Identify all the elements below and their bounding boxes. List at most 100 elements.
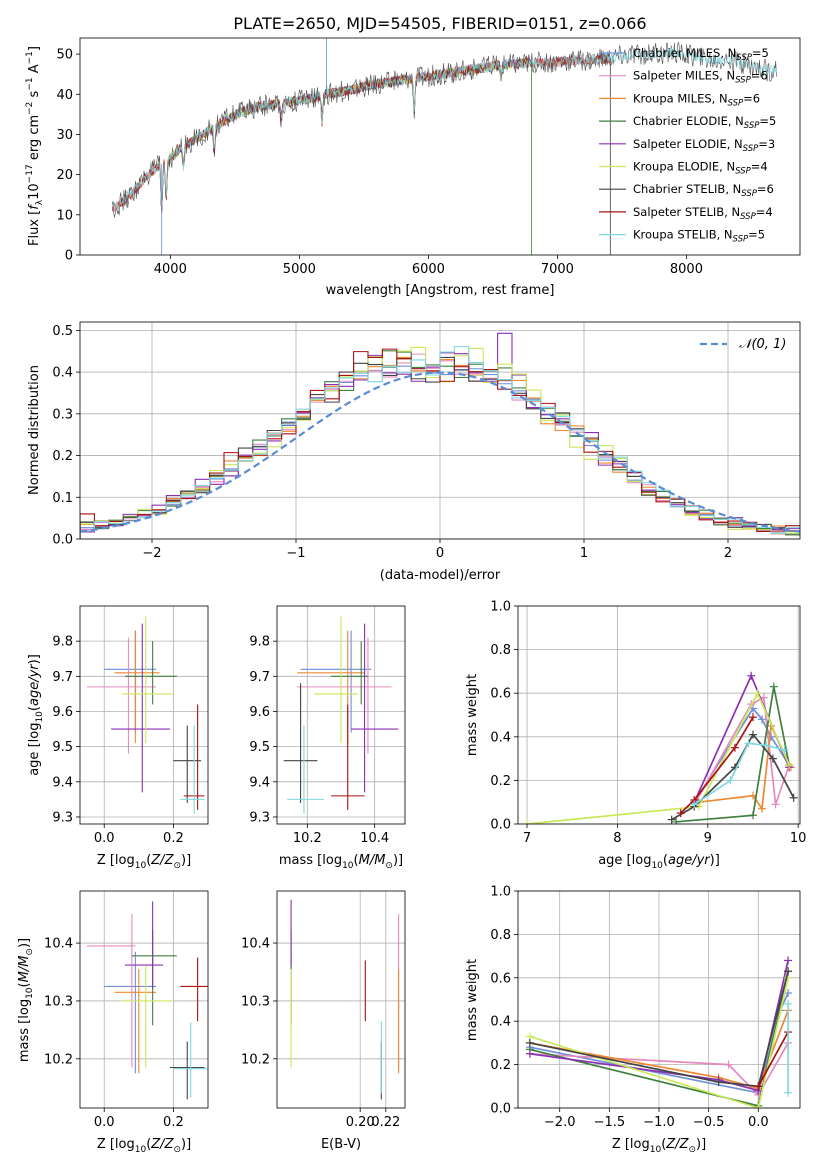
legend-label-text: Kroupa STELIB, N <box>633 228 733 242</box>
age_vs_mass-axes: 10.2 10.4 9.3 9.4 9.5 9.6 9.7 9.8 mass [log10(M/… <box>249 605 406 871</box>
legend-label-text: Salpeter ELODIE, N <box>633 137 743 151</box>
weight-vs-z-xlabel-part: ( <box>661 1137 666 1152</box>
mass_weight_vs_age-xtick-label: 8 <box>613 831 621 846</box>
figure-title: PLATE=2650, MJD=54505, FIBERID=0151, z=0… <box>233 14 646 33</box>
age_vs_mass-ytick-label: 9.4 <box>249 775 270 790</box>
legend-label-chabrier_stelib: Chabrier STELIB, NSSP=6 <box>633 182 774 199</box>
age_vs_mass-ytick-label: 9.3 <box>249 810 270 825</box>
mass_vs_ebv-axes: 0.200.22 10.2 10.3 10.4 E(B-V) <box>241 890 406 1152</box>
age_vs_Z-ytick-label: 9.6 <box>52 705 73 720</box>
age_vs_Z-axes: 0.0 0.29.39.49.59.69.79.8Z [log10(Z/Z⊙)]a… <box>27 605 209 871</box>
age-vs-z-xlabel-part: ⊙ <box>173 861 181 871</box>
legend-label-sub: SSP <box>736 53 752 63</box>
mass_weight_vs_Z-content <box>525 956 793 1108</box>
mass_vs_Z-frame <box>79 890 209 1109</box>
age_vs_Z-xtick-label: 0.0 <box>94 831 115 846</box>
spectrum-xtick-label: 8000 <box>670 262 703 277</box>
spectrum-ytick-label: 50 <box>56 48 73 63</box>
residuals-ytick-label: 0.0 <box>52 533 73 548</box>
mass-vs-z-ylabel-part: M/M <box>17 956 32 983</box>
legend-label-sub: SSP <box>728 98 744 108</box>
residuals-axes: −2 −1 0 1 2 0.0 0.1 0.2 0.3 0.4 0.5 𝒩(0, 1) (data-mo… <box>27 321 801 583</box>
weight-vs-z-ylabel: mass weight <box>465 959 480 1041</box>
weight-vs-z-xlabel-part: )] <box>696 1137 706 1152</box>
age-vs-mass-xlabel-part: )] <box>393 853 403 868</box>
mass_weight_vs_Z-ytick-label: 0.0 <box>490 1102 511 1117</box>
mass_weight_vs_Z-xtick-label: 0.0 <box>748 1115 769 1130</box>
age_vs_mass-frame <box>276 605 406 825</box>
weight-vs-z-xlabel-part: 10 <box>650 1145 662 1155</box>
age_vs_mass-ytick-label: 9.5 <box>249 740 270 755</box>
mass_weight_vs_Z-axes: −2.0 −1.5 −1.0 −0.5 0.0 0.0 0.2 0.4 0.6 0.8 1.0 Z [… <box>465 885 801 1155</box>
mass_vs_Z-xtick-label: 0.2 <box>163 1115 184 1130</box>
age_vs_Z-ytick-label: 9.4 <box>52 775 73 790</box>
weight-line-kroupa_miles <box>529 1010 789 1090</box>
legend-label-text: Kroupa ELODIE, N <box>633 160 735 174</box>
spectrum-xtick-label: 5000 <box>283 262 316 277</box>
legend-label-chabrier_miles: Chabrier MILES, NSSP=5 <box>633 46 769 63</box>
legend-label-sub: SSP <box>735 76 751 86</box>
residuals-xtick-label: 2 <box>724 546 732 561</box>
mass_weight_vs_age-ytick-label: 0.2 <box>490 774 511 789</box>
spectrum-line-chabrier_elodie <box>157 58 532 205</box>
spectrum-ylabel-part: 10 <box>27 183 42 200</box>
spectrum-ytick-label: 40 <box>56 88 73 103</box>
age_vs_mass-xtick-label: 10.4 <box>360 831 389 846</box>
mass_weight_vs_Z-xtick-label: −0.5 <box>693 1115 725 1130</box>
mass-vs-z-ylabel: mass [log10(M/M⊙)] <box>17 938 35 1062</box>
age-vs-z-xlabel-part: 10 <box>135 861 147 871</box>
residuals-xtick-label: 1 <box>580 546 588 561</box>
age-vs-z-xlabel-part: ( <box>146 853 151 868</box>
legend-label-text: Chabrier STELIB, N <box>633 182 741 196</box>
residuals-xtick-label: −2 <box>142 546 161 561</box>
weight-line-chabrier_elodie <box>676 686 791 823</box>
mass_weight_vs_age-ytick-label: 1.0 <box>490 600 511 615</box>
mass-vs-z-xlabel-part: Z/Z <box>150 1137 174 1152</box>
residuals-ytick-label: 0.4 <box>52 366 73 381</box>
age_vs_Z-frame <box>79 605 209 825</box>
legend-label-suffix: =4 <box>756 205 773 219</box>
weight-vs-age-xlabel-part: ( <box>663 853 668 868</box>
weight-vs-z-xlabel-part: ⊙ <box>688 1145 696 1155</box>
spectrum-ylabel-part: ] <box>27 46 42 51</box>
age_vs_mass-xtick-label: 10.2 <box>293 831 322 846</box>
mass_weight_vs_Z-ytick-label: 1.0 <box>490 885 511 900</box>
legend-label-text: Chabrier ELODIE, N <box>633 114 744 128</box>
legend-label-sub: SSP <box>743 144 759 154</box>
residuals-ytick-label: 0.3 <box>52 407 73 422</box>
spectrum-ylabel-part: λ <box>35 199 45 205</box>
residuals-ytick-label: 0.1 <box>52 491 73 506</box>
weight-line-kroupa_elodie <box>529 977 789 1108</box>
mass-vs-z-ylabel-part: ( <box>17 982 32 987</box>
plots-layer: 4000 5000 6000 7000 800001020304050wavelengt… <box>17 37 806 1155</box>
mass_weight_vs_age-content <box>523 671 798 824</box>
spectrum-ylabel-part: f <box>27 203 42 210</box>
mass-vs-ebv-xlabel: E(B-V) <box>321 1137 361 1152</box>
legend-label-suffix: =5 <box>759 114 776 128</box>
age-vs-mass-xlabel-part: 10 <box>342 861 354 871</box>
legend-label-kroupa_miles: Kroupa MILES, NSSP=6 <box>633 91 760 108</box>
weight-line-salpeter_stelib <box>680 716 754 814</box>
weight-vs-z-ylabel-part: mass weight <box>465 959 480 1041</box>
spectrum-ylabel: Flux [fλ10−17 erg cm−2 s−1 A−1] <box>25 46 45 246</box>
mass_weight_vs_Z-frame <box>517 890 801 1109</box>
legend-label-chabrier_elodie: Chabrier ELODIE, NSSP=5 <box>633 114 776 131</box>
mass-vs-z-xlabel-part: ⊙ <box>173 1145 181 1155</box>
age_vs_Z-ytick-label: 9.7 <box>52 670 73 685</box>
mass_vs_ebv-ytick-label: 10.2 <box>241 1052 270 1067</box>
spectrum-xtick-label: 4000 <box>154 262 187 277</box>
spectrum-line-salpeter_miles <box>112 53 611 212</box>
mass_vs_ebv-ytick-label: 10.3 <box>241 994 270 1009</box>
spectrum-line-chabrier_miles <box>112 53 611 213</box>
mass_vs_ebv-xtick-label: 0.20 <box>346 1115 375 1130</box>
spectrum-axes: 4000 5000 6000 7000 8000 0 10 20 30 40 50 wavelengt… <box>25 37 801 298</box>
residuals-ytick-label: 0.2 <box>52 449 73 464</box>
age_vs_Z-ytick-label: 9.3 <box>52 810 73 825</box>
age-vs-mass-xlabel-part: ⊙ <box>385 861 393 871</box>
weight-vs-age-xlabel-part: )] <box>710 853 720 868</box>
weight-vs-age-xlabel-part: 10 <box>651 861 663 871</box>
age_vs_Z-ytick-label: 9.8 <box>52 635 73 650</box>
residual-xlabel: (data-model)/error <box>380 568 501 583</box>
